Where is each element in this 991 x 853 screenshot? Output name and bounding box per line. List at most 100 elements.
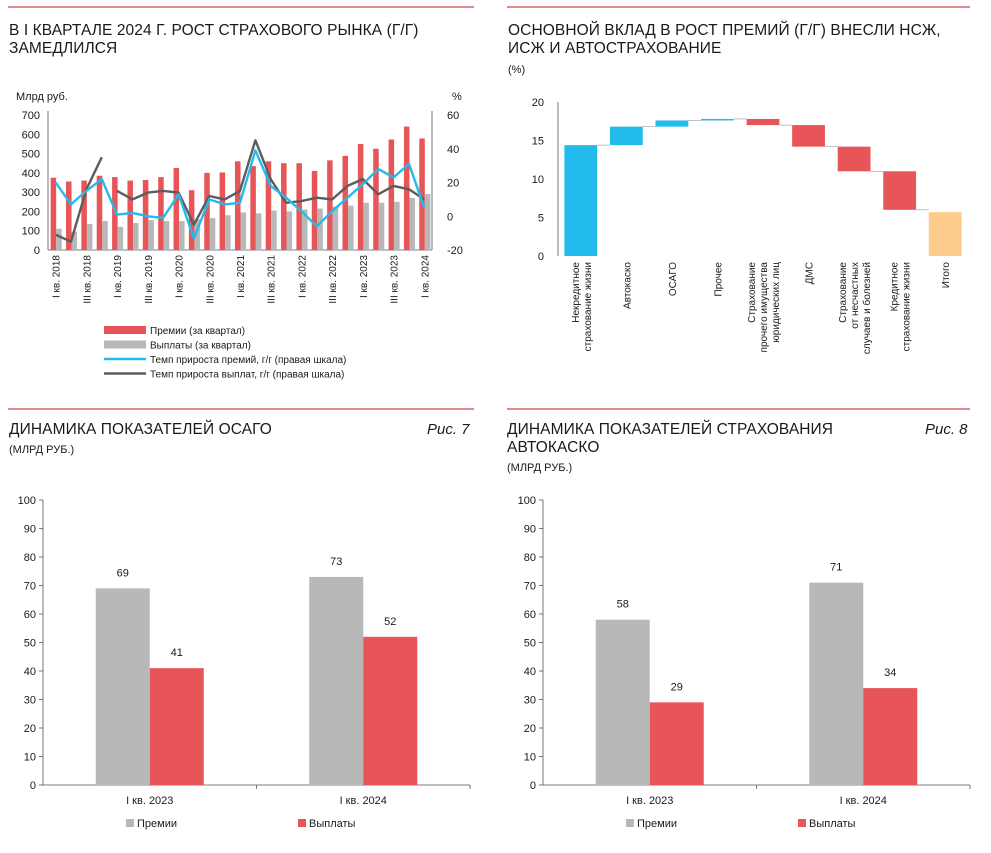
y-axis-label: Млрд руб. bbox=[16, 91, 68, 103]
y-tick-label: 20 bbox=[532, 97, 544, 109]
payout-bar bbox=[149, 668, 204, 785]
chart-title-market: В I КВАРТАЛЕ 2024 Г. РОСТ СТРАХОВОГО РЫН… bbox=[9, 22, 419, 57]
premium-bar bbox=[173, 168, 180, 250]
premium-bar bbox=[81, 180, 87, 250]
payout-bar bbox=[117, 226, 124, 250]
y-tick-label: 60 bbox=[24, 609, 36, 621]
payout-bar bbox=[363, 636, 418, 785]
premium-bar bbox=[327, 160, 333, 250]
payout-bar bbox=[194, 219, 200, 250]
waterfall-bar bbox=[792, 125, 825, 147]
data-label: 71 bbox=[830, 562, 842, 574]
data-label: 73 bbox=[330, 556, 342, 568]
y-tick-label: 0 bbox=[530, 780, 536, 792]
category-label: Страхование bbox=[838, 262, 849, 323]
waterfall-bar bbox=[701, 118, 734, 121]
y-tick-label: 60 bbox=[524, 609, 536, 621]
y2-tick-label: -20 bbox=[447, 245, 463, 257]
y-tick-label: 40 bbox=[24, 666, 36, 678]
data-label: 52 bbox=[384, 616, 396, 628]
payout-bar bbox=[424, 194, 431, 250]
category-label: ДМС bbox=[805, 262, 816, 284]
y-tick-label: 100 bbox=[22, 226, 40, 238]
x-tick-label: III кв. 2020 bbox=[205, 255, 216, 304]
y-tick-label: 300 bbox=[22, 187, 40, 199]
panel-top-rule bbox=[8, 408, 474, 410]
category-label: юридических лиц bbox=[771, 262, 782, 343]
legend-swatch bbox=[798, 819, 806, 827]
x-tick-label: I кв. 2023 bbox=[126, 795, 173, 807]
premium-bar bbox=[281, 163, 287, 250]
y2-tick-label: 40 bbox=[447, 144, 459, 156]
category-label: Страхование bbox=[747, 262, 758, 323]
payout-bar bbox=[348, 205, 354, 250]
x-tick-label: III кв. 2021 bbox=[267, 255, 278, 304]
waterfall-bar bbox=[883, 171, 917, 210]
premium-bar bbox=[127, 180, 133, 250]
payout-bar bbox=[301, 209, 308, 250]
x-tick-label: III кв. 2022 bbox=[328, 255, 339, 304]
category-label: ОСАГО bbox=[668, 262, 679, 296]
payout-bar bbox=[378, 202, 385, 250]
premium-bar bbox=[595, 619, 650, 785]
premium-bar bbox=[250, 166, 256, 250]
payout-bar bbox=[255, 213, 262, 250]
y2-tick-label: 20 bbox=[447, 178, 459, 190]
y-tick-label: 50 bbox=[524, 638, 536, 650]
panel-top-rule bbox=[507, 6, 970, 8]
legend-label: Темп прироста выплат, г/г (правая шкала) bbox=[150, 370, 344, 381]
x-tick-label: I кв. 2021 bbox=[236, 255, 247, 298]
y2-tick-label: 0 bbox=[447, 211, 453, 223]
waterfall-bar bbox=[609, 126, 643, 146]
payout-bar bbox=[163, 221, 170, 250]
data-label: 41 bbox=[171, 647, 183, 659]
payout-bar bbox=[363, 202, 369, 250]
payout-bar bbox=[409, 197, 415, 250]
data-label: 69 bbox=[117, 567, 129, 579]
y-tick-label: 20 bbox=[24, 723, 36, 735]
y-tick-label: 80 bbox=[524, 552, 536, 564]
y-tick-label: 0 bbox=[30, 780, 36, 792]
premium-bar bbox=[219, 172, 226, 250]
x-tick-label: III кв. 2018 bbox=[82, 255, 93, 304]
x-tick-label: III кв. 2019 bbox=[144, 255, 155, 304]
data-label: 29 bbox=[671, 681, 683, 693]
payout-bar bbox=[286, 211, 293, 250]
payout-bar bbox=[209, 218, 216, 250]
waterfall-bar bbox=[655, 120, 689, 127]
payout-bar bbox=[102, 221, 108, 250]
y-tick-label: 50 bbox=[24, 638, 36, 650]
premium-bar bbox=[265, 161, 272, 250]
legend-swatch bbox=[126, 819, 134, 827]
waterfall-bar bbox=[564, 145, 598, 256]
legend-label: Премии bbox=[137, 818, 177, 830]
y-tick-label: 600 bbox=[22, 129, 40, 141]
legend-swatch bbox=[626, 819, 634, 827]
payout-bar bbox=[271, 210, 277, 250]
premium-bar bbox=[50, 177, 57, 250]
category-label: Некредитное bbox=[571, 262, 582, 323]
category-label: Автокаско bbox=[622, 262, 633, 309]
y-tick-label: 400 bbox=[22, 168, 40, 180]
waterfall-bar bbox=[746, 118, 780, 126]
premium-bar bbox=[419, 138, 425, 250]
premium-bar bbox=[342, 155, 349, 250]
y2-axis-label: % bbox=[452, 91, 462, 103]
payout-growth-line bbox=[55, 156, 103, 243]
y-tick-label: 5 bbox=[538, 213, 544, 225]
legend-label: Выплаты bbox=[809, 818, 856, 830]
y-tick-label: 100 bbox=[18, 495, 36, 507]
chart-subtitle-waterfall: (%) bbox=[508, 64, 526, 76]
premium-bar bbox=[204, 172, 210, 250]
chart-subtitle-kasko: (МЛРД РУБ.) bbox=[507, 462, 573, 474]
payout-bar bbox=[132, 223, 139, 250]
x-tick-label: I кв. 2022 bbox=[297, 255, 308, 298]
legend-label: Премии bbox=[637, 818, 677, 830]
y-tick-label: 80 bbox=[24, 552, 36, 564]
y-tick-label: 15 bbox=[532, 136, 544, 148]
x-tick-label: I кв. 2018 bbox=[52, 255, 63, 298]
x-tick-label: I кв. 2024 bbox=[420, 255, 431, 298]
premium-bar bbox=[388, 139, 395, 250]
